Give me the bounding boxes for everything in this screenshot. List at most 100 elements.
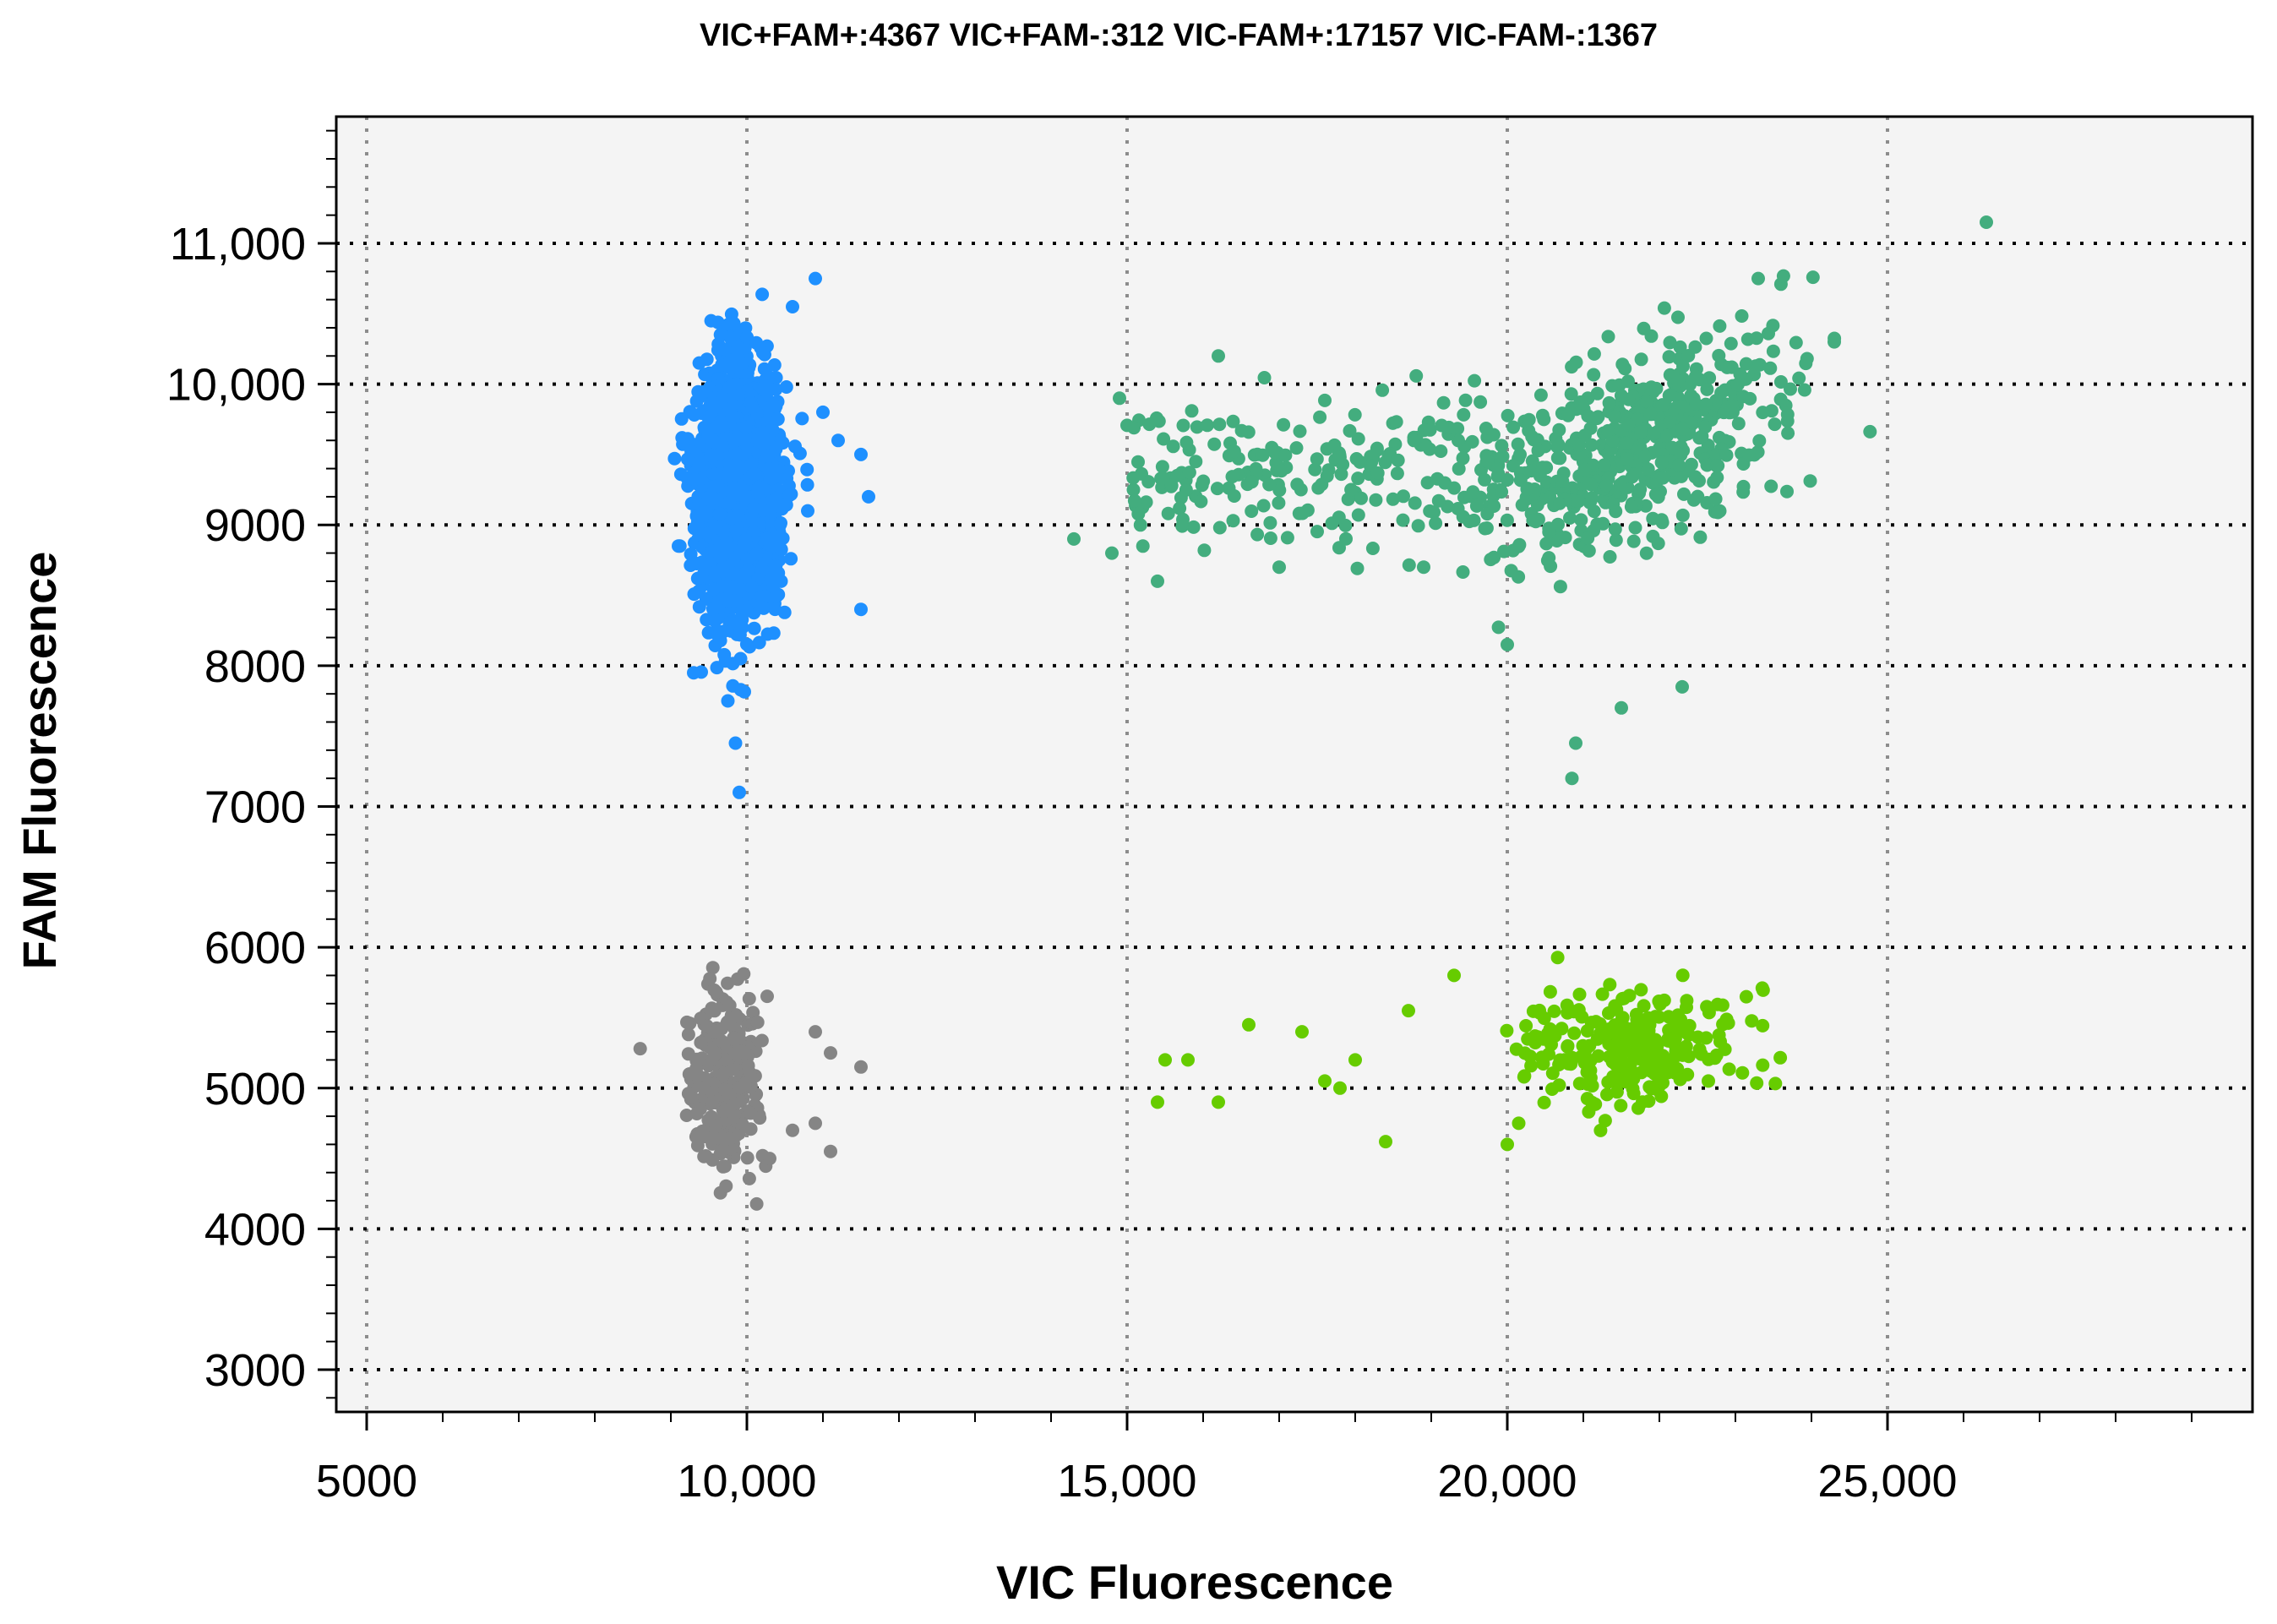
data-point — [1550, 534, 1564, 548]
data-point — [1708, 492, 1723, 506]
data-point — [1417, 560, 1430, 575]
data-point — [689, 394, 704, 408]
data-point — [1484, 553, 1498, 567]
data-point — [1580, 1065, 1594, 1079]
data-point — [1572, 987, 1587, 1001]
data-point — [754, 600, 768, 614]
data-point — [727, 594, 741, 608]
data-point — [1600, 1027, 1615, 1042]
data-point — [747, 501, 761, 515]
data-point — [1672, 458, 1686, 472]
data-point — [1699, 397, 1713, 411]
data-point — [733, 628, 747, 642]
data-point — [854, 602, 868, 617]
data-point — [1575, 1010, 1589, 1024]
data-point — [744, 457, 759, 471]
data-point — [1674, 1012, 1688, 1027]
data-point — [1175, 519, 1190, 533]
data-point — [1155, 460, 1169, 474]
data-point — [720, 545, 734, 559]
data-point — [1396, 513, 1410, 527]
data-point — [693, 1102, 707, 1116]
data-point — [1339, 531, 1353, 546]
data-point — [751, 485, 765, 499]
data-point — [1584, 438, 1599, 452]
data-point — [1715, 998, 1730, 1012]
data-point — [1784, 382, 1797, 396]
data-point — [1752, 433, 1767, 448]
data-point — [1828, 335, 1841, 349]
data-point — [1780, 484, 1794, 499]
data-point — [1379, 1135, 1392, 1149]
data-point — [1552, 422, 1566, 437]
data-point — [1458, 393, 1473, 407]
data-point — [1626, 1065, 1641, 1080]
data-point — [1662, 415, 1676, 429]
data-point — [1136, 539, 1150, 553]
data-point — [769, 382, 783, 396]
data-point — [1540, 1027, 1555, 1041]
data-point — [1553, 496, 1566, 510]
data-point — [1610, 1022, 1625, 1036]
data-point — [734, 357, 749, 371]
data-point — [1560, 998, 1574, 1012]
data-point — [1762, 326, 1775, 341]
data-point — [667, 451, 682, 466]
data-point — [1295, 1025, 1309, 1039]
data-point — [1226, 414, 1240, 428]
data-point — [1525, 429, 1539, 444]
data-point — [1430, 471, 1445, 486]
data-point — [1640, 395, 1654, 409]
data-point — [1511, 437, 1525, 451]
data-point — [681, 1027, 695, 1042]
data-point — [800, 477, 814, 492]
data-point — [1402, 1004, 1415, 1018]
data-point — [1158, 1053, 1172, 1067]
data-point — [1263, 515, 1277, 530]
data-point — [1675, 679, 1689, 694]
data-point — [1289, 441, 1304, 455]
data-point — [748, 467, 762, 482]
data-point — [1673, 340, 1687, 354]
data-point — [1574, 513, 1588, 527]
data-point — [760, 449, 775, 463]
data-point — [722, 380, 737, 395]
data-point — [684, 559, 698, 572]
data-point — [1735, 309, 1749, 323]
data-point — [1479, 521, 1494, 535]
data-point — [1185, 404, 1199, 418]
data-point — [763, 1152, 776, 1166]
data-point — [1397, 489, 1410, 504]
data-point — [1681, 1027, 1696, 1042]
data-point — [1501, 408, 1515, 422]
data-point — [1610, 1085, 1624, 1099]
data-point — [786, 1123, 799, 1137]
data-point — [749, 335, 764, 350]
data-point — [1609, 533, 1623, 548]
data-point — [1151, 1095, 1164, 1109]
data-point — [680, 1015, 694, 1029]
data-point — [1467, 513, 1481, 527]
data-point — [824, 1046, 837, 1060]
data-point — [816, 405, 830, 419]
data-point — [749, 1196, 764, 1211]
data-point — [722, 580, 736, 594]
data-point — [1310, 452, 1324, 466]
data-point — [1332, 450, 1347, 465]
data-point — [1653, 1069, 1668, 1083]
data-point — [683, 1067, 696, 1082]
data-point — [1474, 395, 1488, 409]
data-point — [1806, 270, 1820, 285]
data-point — [1501, 637, 1514, 651]
data-point — [1419, 438, 1433, 452]
axis-ticks: 5000 10,000 15,000 20,000 25,000 3000 4000 5000… — [166, 129, 2193, 1507]
data-point — [824, 1144, 837, 1158]
data-point — [760, 989, 774, 1004]
data-point — [681, 1087, 695, 1101]
data-point — [1452, 433, 1465, 448]
data-point — [1756, 1018, 1770, 1033]
data-point — [1585, 491, 1599, 505]
data-point — [1751, 271, 1765, 286]
data-point — [801, 504, 814, 518]
data-point — [1523, 1049, 1538, 1064]
